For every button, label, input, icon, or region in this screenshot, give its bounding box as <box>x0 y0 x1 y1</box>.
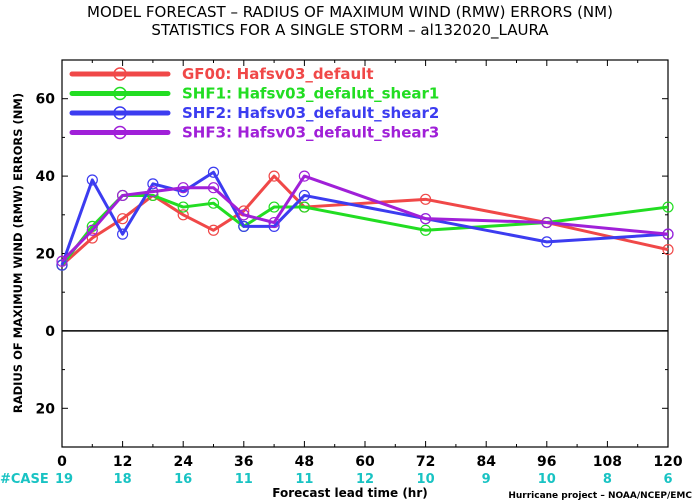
case-count: 8 <box>603 472 612 487</box>
y-tick-label: 0 <box>45 324 55 340</box>
data-point <box>268 170 280 182</box>
legend-marker <box>113 86 127 101</box>
series-layer <box>56 166 674 271</box>
credit-text: Hurricane project – NOAA/NCEP/EMC <box>508 491 692 501</box>
case-count: 11 <box>295 472 313 487</box>
data-point <box>541 216 553 229</box>
data-point <box>86 232 98 244</box>
y-axis-label: RADIUS OF MAXIMUM WIND (RMW) ERRORS (NM) <box>11 93 25 413</box>
data-point <box>238 209 250 221</box>
y-axis: 20 0 20 40 60 <box>36 59 668 448</box>
data-point <box>86 174 98 186</box>
case-count: 16 <box>174 472 192 487</box>
legend-label: SHF3: Hafsv03_default_shear3 <box>182 124 439 142</box>
legend-marker <box>113 125 127 140</box>
data-point <box>541 236 553 248</box>
case-count: 10 <box>417 472 435 487</box>
data-point <box>420 193 432 205</box>
y-tick-label: 40 <box>36 169 56 185</box>
legend-marker <box>113 67 127 81</box>
data-point <box>662 201 674 213</box>
data-point <box>662 228 674 240</box>
data-point <box>207 197 220 209</box>
data-point <box>268 216 280 229</box>
x-tick-label: 60 <box>355 454 375 470</box>
case-count: 18 <box>114 472 132 487</box>
data-point <box>86 224 98 236</box>
x-axis-label: Forecast lead time (hr) <box>272 486 428 500</box>
series-line <box>61 174 669 267</box>
data-point <box>268 201 280 213</box>
x-tick-label: 84 <box>476 454 496 470</box>
series-1 <box>56 170 674 271</box>
data-point <box>662 244 674 256</box>
legend-item: SHF2: Hafsv03_default_shear2 <box>69 104 439 122</box>
series-line <box>60 174 669 263</box>
case-counts: 19 18 16 11 11 12 10 9 10 8 6 <box>55 472 673 487</box>
x-tick-label: 72 <box>416 454 435 470</box>
chart-title-line2: STATISTICS FOR A SINGLE STORM – al132020… <box>151 21 549 40</box>
data-point <box>177 201 189 213</box>
case-count-label: #CASE <box>0 472 49 487</box>
data-point <box>56 255 68 267</box>
y-tick-label: 60 <box>36 92 56 108</box>
legend-label: SHF2: Hafsv03_default_shear2 <box>182 104 439 122</box>
case-count: 12 <box>356 472 374 487</box>
legend-marker <box>113 106 127 120</box>
data-point <box>116 213 129 225</box>
series-4 <box>56 170 674 267</box>
legend-item: SHF1: Hafsv03_defalut_shear1 <box>69 85 439 103</box>
legend-label: GF00: Hafsv03_default <box>182 65 373 83</box>
x-tick-label: 96 <box>537 454 556 470</box>
case-count: 10 <box>538 472 556 487</box>
case-count: 19 <box>55 472 73 487</box>
data-point <box>207 224 220 236</box>
x-tick-label: 108 <box>593 454 622 470</box>
x-tick-label: 24 <box>173 454 193 470</box>
data-point <box>147 185 159 198</box>
legend-item: SHF3: Hafsv03_default_shear3 <box>69 124 439 142</box>
x-tick-label: 0 <box>57 454 67 470</box>
data-point <box>420 224 432 236</box>
y-tick-label: 20 <box>36 247 56 263</box>
case-count: 9 <box>482 472 491 487</box>
data-point <box>116 228 129 240</box>
x-axis: 0 12 24 36 48 60 72 84 96 108 120 <box>57 60 683 470</box>
x-tick-label: 36 <box>234 454 253 470</box>
data-point <box>177 209 189 221</box>
data-point <box>207 166 220 178</box>
data-point <box>207 182 220 194</box>
data-point <box>298 201 310 213</box>
data-point <box>177 182 189 194</box>
legend-item: GF00: Hafsv03_default <box>69 65 373 83</box>
data-point <box>147 178 159 190</box>
case-count: 11 <box>235 472 253 487</box>
data-point <box>116 189 129 202</box>
data-point <box>238 220 250 233</box>
y-tick-label: 20 <box>36 401 56 417</box>
x-tick-label: 120 <box>653 454 682 470</box>
data-point <box>298 189 310 202</box>
data-point <box>420 213 432 225</box>
data-point <box>298 170 310 182</box>
legend-label: SHF1: Hafsv03_defalut_shear1 <box>182 85 439 103</box>
x-tick-label: 12 <box>113 454 132 470</box>
legend: GF00: Hafsv03_default SHF1: Hafsv03_defal… <box>69 65 439 142</box>
case-count: 6 <box>663 472 672 487</box>
chart-title-line1: MODEL FORECAST – RADIUS OF MAXIMUM WIND … <box>87 3 613 21</box>
x-tick-label: 48 <box>295 454 314 470</box>
